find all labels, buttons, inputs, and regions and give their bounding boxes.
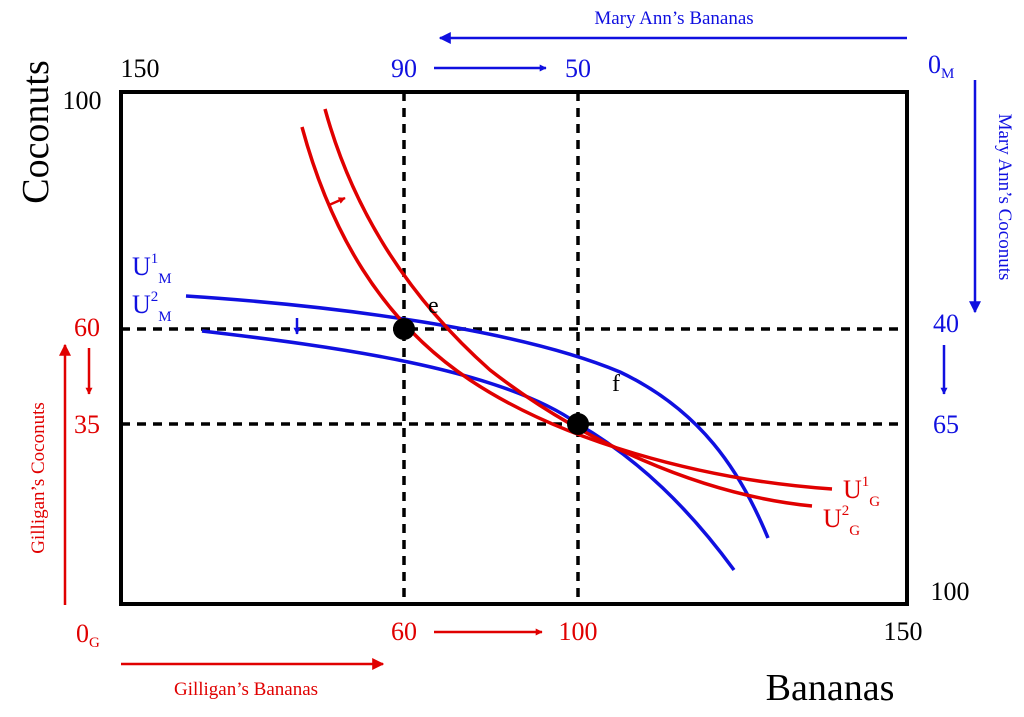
point-f-label: f (612, 371, 620, 397)
mary-ann-u2-label: U2M (132, 289, 172, 325)
mary-ann-coconut-tick-65: 65 (933, 410, 959, 439)
gilligan-banana-tick-60: 60 (391, 617, 417, 646)
mary-ann-bananas-label: Mary Ann’s Bananas (594, 8, 753, 29)
mary-ann-origin-label: 0M (928, 50, 954, 82)
mary-ann-u1-label: U1M (132, 251, 172, 287)
gilligan-banana-tick-100: 100 (559, 617, 598, 646)
curve-gilligan-u2 (323, 108, 813, 508)
coconuts-axis-title: Coconuts (15, 60, 57, 204)
curve-mary-ann-u1 (185, 294, 770, 539)
gilligan-shift-arrow (328, 196, 346, 207)
mary-ann-banana-tick-50: 50 (565, 54, 591, 83)
gilligan-coconut-tick-60: 60 (74, 313, 100, 342)
bottom-right-x-label: 150 (884, 617, 923, 646)
top-left-corner-label: 150 (121, 54, 160, 83)
mary-ann-banana-tick-90: 90 (391, 54, 417, 83)
gilligan-coconut-tick-35: 35 (74, 410, 100, 439)
mary-ann-coconuts-label: Mary Ann’s Coconuts (994, 114, 1015, 281)
curve-mary-ann-u2 (201, 329, 736, 572)
gilligan-u2-label: U2G (823, 503, 860, 539)
edgeworth-box (119, 90, 909, 606)
gilligan-coconuts-label: Gilligan’s Coconuts (28, 402, 49, 553)
top-left-y-label: 100 (63, 86, 102, 115)
gilligan-bananas-label: Gilligan’s Bananas (174, 679, 318, 700)
point-e-marker (393, 318, 415, 340)
point-f-marker (567, 413, 589, 435)
bananas-axis-title: Bananas (766, 667, 895, 709)
curve-gilligan-u1 (300, 126, 833, 491)
bottom-right-y-label: 100 (931, 577, 970, 606)
mary-ann-coconut-tick-40: 40 (933, 309, 959, 338)
point-e-label: e (428, 293, 439, 319)
gilligan-u1-label: U1G (843, 474, 880, 510)
gilligan-origin-label: 0G (76, 619, 100, 651)
